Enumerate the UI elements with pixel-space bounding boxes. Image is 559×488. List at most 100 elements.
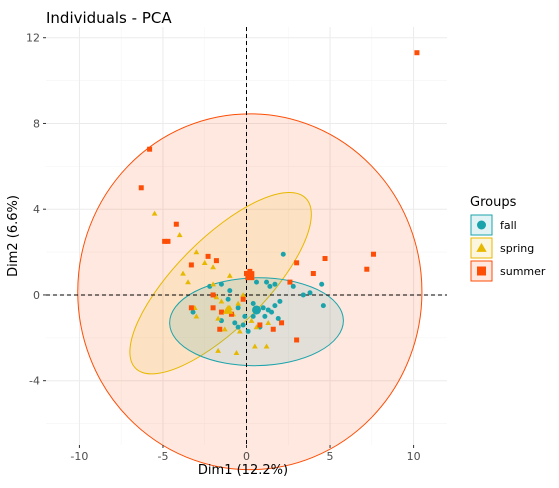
point-spring [213, 294, 220, 300]
centroid-fall [252, 305, 262, 315]
point-summer [188, 262, 194, 268]
x-tick-label: 0 [243, 450, 250, 463]
point-summer [162, 238, 168, 244]
point-fall [190, 309, 196, 315]
legend: Groups fall spring summer [470, 195, 546, 282]
point-fall [264, 279, 270, 285]
y-tick-label: 0 [33, 289, 40, 302]
point-fall [260, 305, 266, 311]
point-summer [138, 185, 144, 191]
point-spring [221, 326, 228, 332]
point-fall [272, 281, 278, 287]
point-spring [248, 317, 255, 323]
point-fall [225, 296, 231, 302]
point-summer [217, 326, 223, 332]
x-tick-label: 10 [407, 450, 421, 463]
point-summer [370, 251, 376, 257]
point-fall [320, 303, 326, 309]
point-summer [279, 320, 285, 326]
point-spring [251, 343, 258, 349]
point-fall [272, 303, 278, 309]
point-fall [290, 283, 296, 289]
point-spring [226, 272, 233, 278]
point-summer [205, 253, 211, 259]
y-tick-label: -4 [29, 375, 40, 388]
point-fall [235, 324, 241, 330]
legend-label-spring: spring [500, 242, 534, 255]
point-spring [180, 270, 186, 276]
point-summer [310, 271, 316, 277]
x-tick-label: -10 [70, 450, 88, 463]
point-summer [364, 266, 370, 272]
point-summer [213, 258, 219, 264]
centroid-summer [245, 271, 255, 281]
x-axis-title: Dim1 (12.2%) [198, 463, 288, 478]
point-summer [188, 305, 194, 311]
point-summer [287, 279, 293, 285]
point-fall [218, 281, 224, 287]
x-axis-ticks: -10 -5 0 5 10 [70, 445, 421, 463]
y-tick-label: 8 [33, 117, 40, 130]
legend-marker-summer [477, 266, 486, 276]
point-spring [236, 328, 243, 334]
point-fall [242, 313, 248, 319]
point-spring [210, 264, 216, 270]
point-spring [240, 292, 247, 298]
point-spring [235, 300, 242, 306]
point-fall [250, 301, 256, 307]
legend-marker-spring [476, 242, 487, 252]
point-spring [193, 249, 200, 255]
point-summer [294, 337, 300, 343]
point-fall [245, 328, 251, 334]
point-summer [270, 326, 276, 332]
point-spring [218, 298, 225, 304]
centroid-spring [222, 304, 234, 314]
legend-items: fall spring summer [470, 214, 546, 282]
y-axis-ticks: -4 0 4 8 12 [26, 32, 46, 388]
point-fall [269, 309, 275, 315]
x-tick-label: -5 [157, 450, 168, 463]
point-fall [319, 281, 325, 287]
point-spring [151, 210, 158, 216]
point-spring [265, 319, 272, 325]
legend-title: Groups [470, 195, 517, 210]
point-summer [257, 322, 263, 328]
legend-marker-fall [477, 220, 486, 230]
data-points [138, 50, 420, 355]
concentration-ellipses [77, 113, 423, 471]
point-fall [227, 288, 233, 294]
point-fall [275, 316, 281, 322]
point-summer [414, 50, 420, 56]
point-fall [307, 290, 313, 296]
legend-label-fall: fall [500, 219, 517, 232]
ellipse-summer [77, 113, 423, 471]
legend-label-summer: summer [500, 265, 546, 278]
point-summer [165, 238, 171, 244]
point-summer [228, 311, 234, 317]
ellipse-fall [169, 277, 344, 367]
point-summer [240, 296, 246, 302]
plot-title: Individuals - PCA [46, 9, 172, 27]
point-fall [250, 313, 256, 319]
y-tick-label: 4 [33, 203, 40, 216]
point-summer [294, 260, 300, 266]
point-summer [210, 292, 216, 298]
point-summer [218, 309, 224, 315]
point-summer [173, 221, 179, 227]
point-fall [277, 298, 283, 304]
point-fall [267, 283, 273, 289]
point-spring [201, 259, 208, 265]
reference-lines [46, 27, 447, 445]
point-spring [233, 349, 240, 355]
point-fall [240, 322, 246, 328]
point-spring [176, 232, 183, 238]
point-spring [263, 343, 270, 349]
y-tick-label: 12 [26, 32, 40, 45]
point-spring [185, 279, 191, 285]
point-spring [210, 281, 216, 287]
point-fall [232, 320, 238, 326]
point-spring [193, 313, 200, 319]
y-axis-title: Dim2 (6.6%) [6, 195, 21, 277]
point-spring [253, 324, 260, 330]
